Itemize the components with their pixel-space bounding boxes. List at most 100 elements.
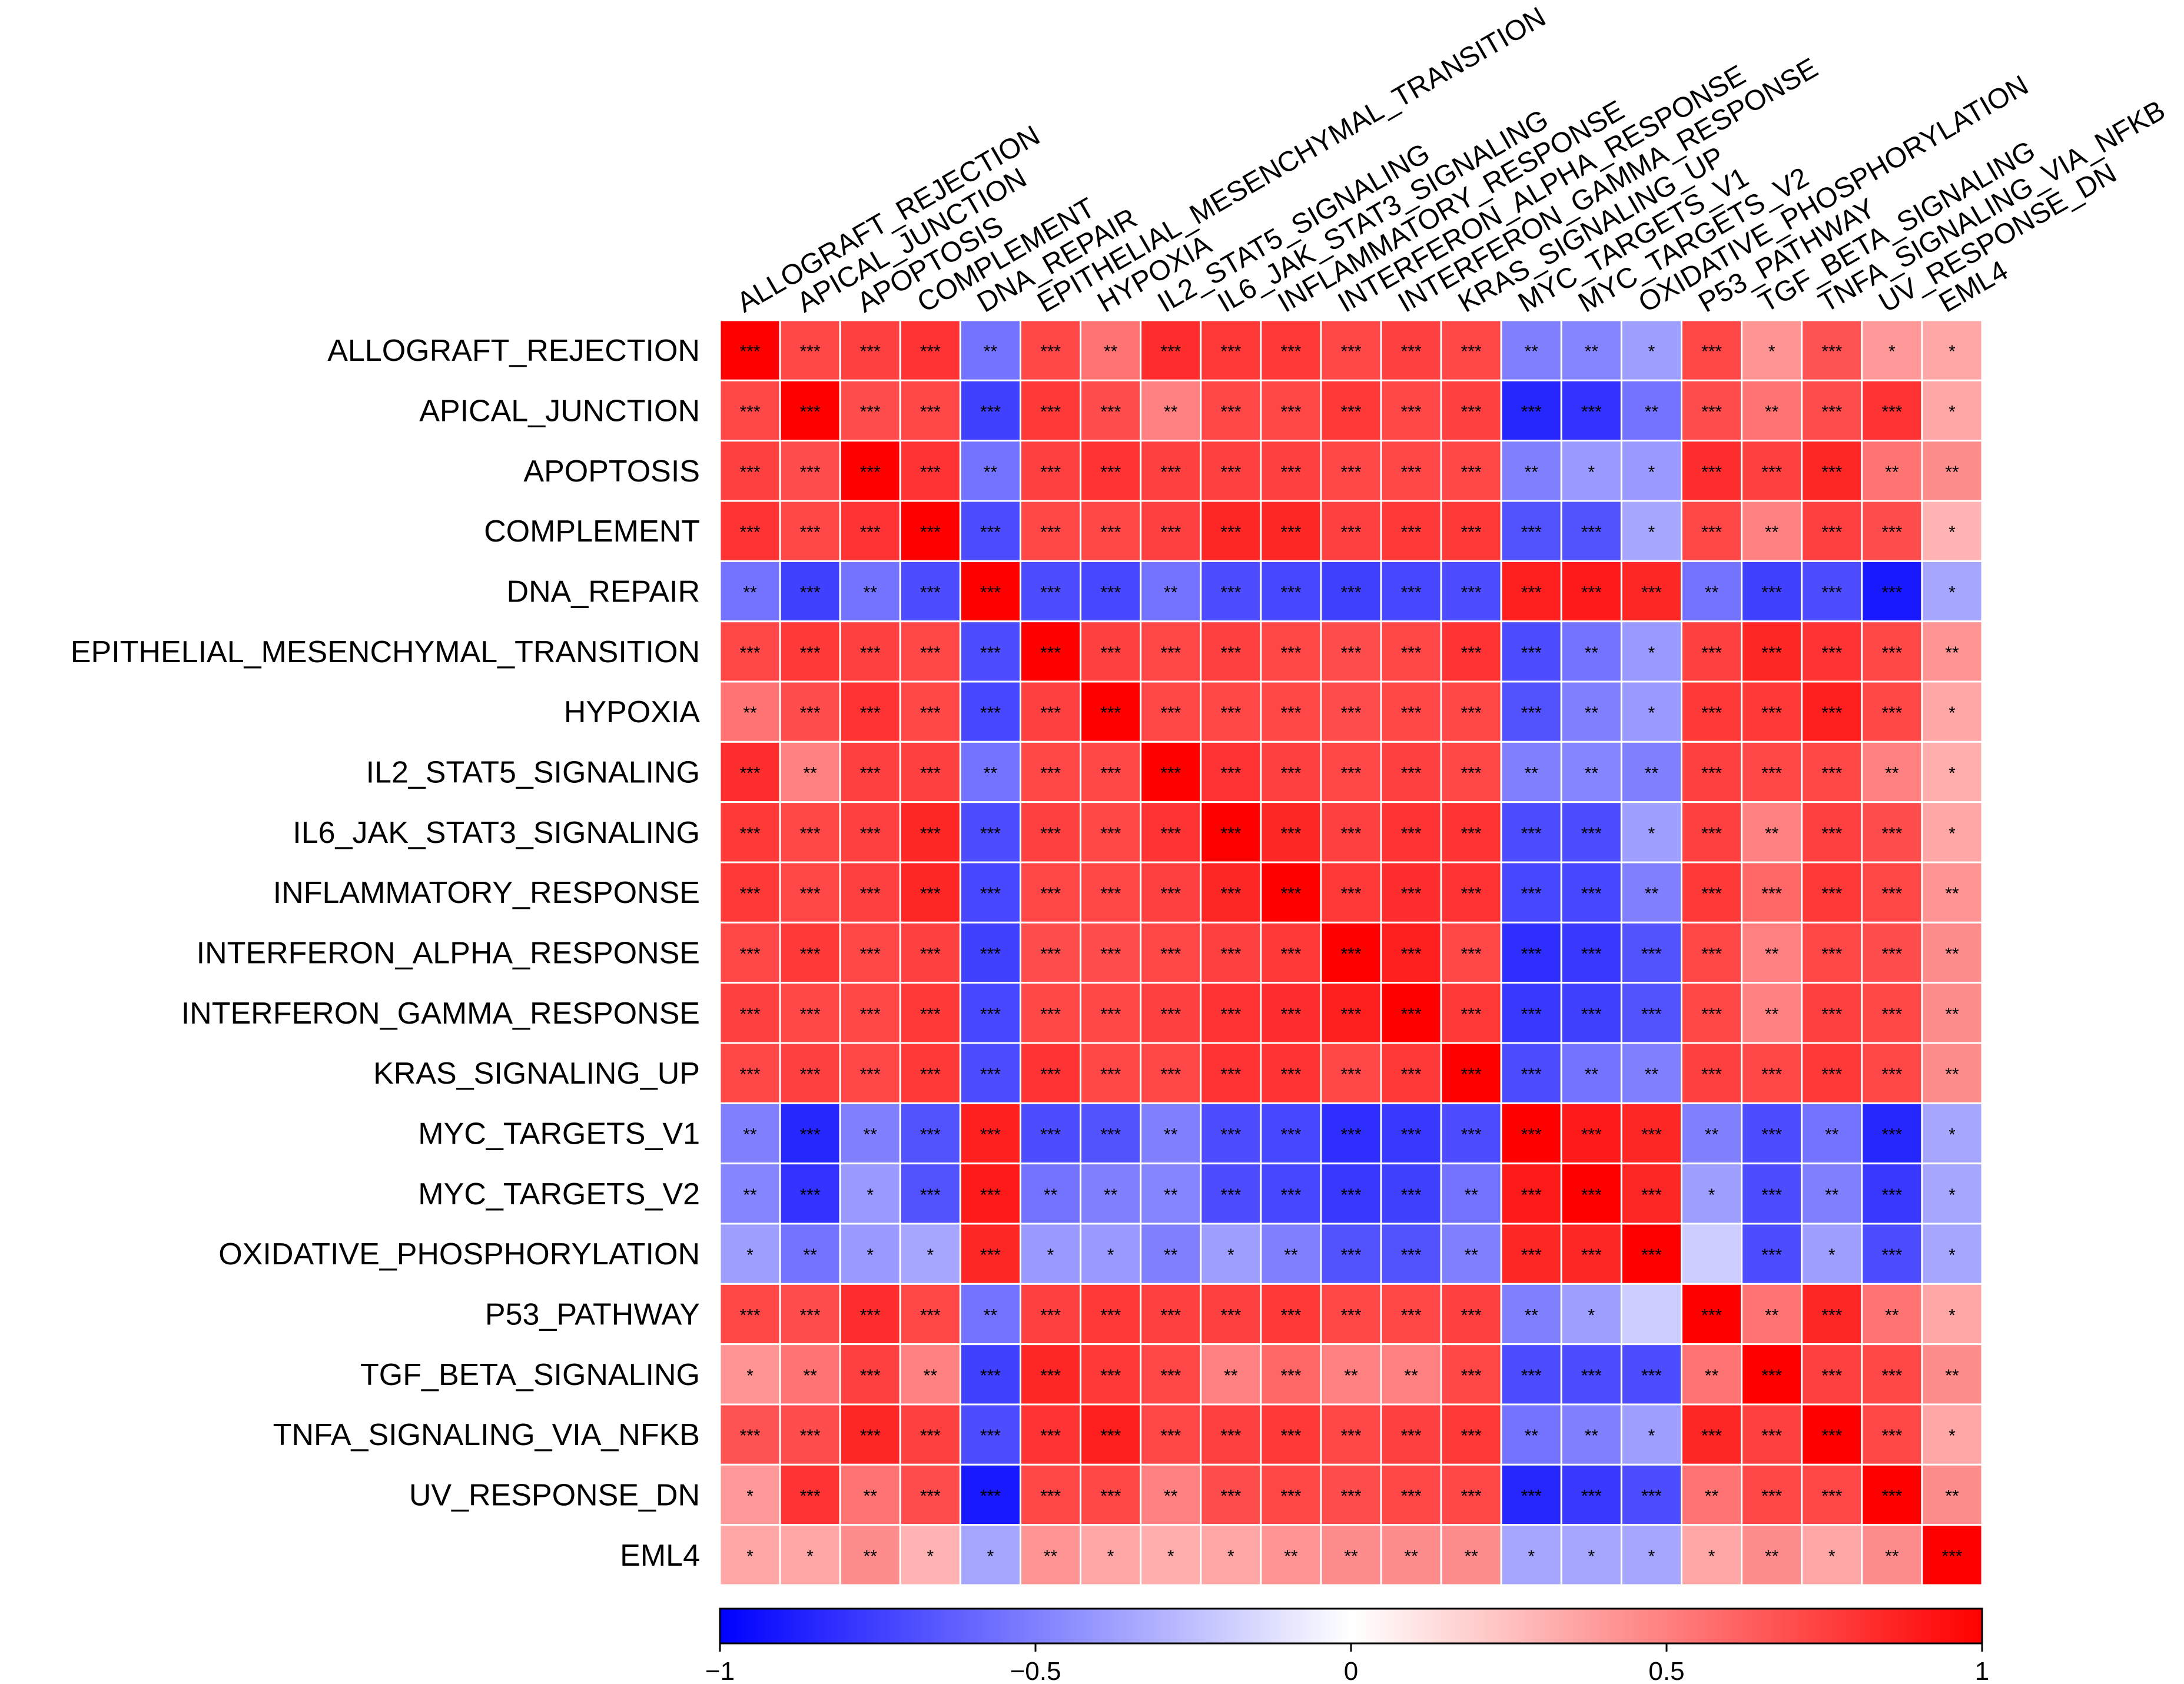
heatmap-cell: [779, 319, 841, 381]
heatmap-cell: [959, 861, 1021, 924]
heatmap-cell: [1620, 1524, 1683, 1586]
significance-label: ***: [1401, 1005, 1422, 1024]
significance-label: ***: [1881, 1125, 1902, 1145]
significance-label: **: [1164, 583, 1178, 603]
significance-label: ***: [1100, 1306, 1121, 1326]
significance-label: ***: [1641, 1487, 1662, 1506]
significance-label: ***: [1280, 1125, 1301, 1145]
significance-label: ***: [1881, 703, 1902, 723]
significance-label: **: [1945, 1366, 1959, 1386]
heatmap-cell: [1921, 801, 1983, 863]
significance-label: *: [1648, 523, 1655, 542]
significance-label: ***: [920, 945, 941, 964]
significance-label: ***: [1280, 1426, 1301, 1446]
significance-label: ***: [1641, 1245, 1662, 1265]
significance-label: ***: [1040, 1306, 1061, 1326]
significance-label: ***: [1040, 945, 1061, 964]
row-label: IL2_STAT5_SIGNALING: [366, 756, 700, 790]
significance-label: ***: [1461, 1005, 1482, 1024]
significance-label: ***: [1761, 1245, 1782, 1265]
significance-label: *: [1648, 643, 1655, 663]
significance-label: ***: [740, 523, 761, 542]
heatmap-cell: [1140, 921, 1202, 984]
significance-label: ***: [1461, 463, 1482, 482]
row-label: MYC_TARGETS_V2: [418, 1177, 700, 1211]
significance-label: **: [1945, 1005, 1959, 1024]
significance-label: ***: [1040, 1487, 1061, 1506]
heatmap-cell: [1861, 560, 1923, 623]
significance-label: **: [1224, 1366, 1238, 1386]
significance-label: ***: [1280, 884, 1301, 904]
significance-label: ***: [800, 1487, 821, 1506]
heatmap-cell: [1019, 319, 1082, 381]
heatmap-cell: [1741, 1403, 1803, 1466]
significance-label: **: [1525, 342, 1539, 361]
heatmap-cell: [779, 379, 841, 442]
significance-label: *: [1949, 703, 1956, 723]
heatmap-cell: [1500, 1463, 1562, 1526]
significance-label: **: [1765, 824, 1779, 843]
heatmap-cell: [1681, 319, 1743, 381]
heatmap-cell: [899, 982, 961, 1044]
heatmap-cell: [1380, 319, 1442, 381]
heatmap-cell: [1260, 861, 1322, 924]
heatmap-cell: [1140, 801, 1202, 863]
significance-label: ***: [1581, 403, 1602, 422]
significance-label: *: [1107, 1245, 1114, 1265]
significance-label: ***: [1701, 342, 1722, 361]
heatmap-cell: [1681, 921, 1743, 984]
significance-label: ***: [920, 1005, 941, 1024]
significance-label: **: [984, 342, 998, 361]
significance-label: *: [1708, 1185, 1715, 1205]
row-label: OXIDATIVE_PHOSPHORYLATION: [218, 1237, 700, 1271]
significance-label: ***: [1340, 643, 1361, 663]
heatmap-cell: [1500, 1343, 1562, 1406]
significance-label: **: [743, 703, 757, 723]
significance-label: ***: [860, 1065, 881, 1084]
significance-label: ***: [1761, 1065, 1782, 1084]
heatmap-cell: [1080, 1463, 1142, 1526]
heatmap-cell: [1681, 861, 1743, 924]
significance-label: ***: [1821, 1065, 1842, 1084]
row-label: KRAS_SIGNALING_UP: [373, 1057, 700, 1091]
significance-label: **: [1585, 643, 1599, 663]
heatmap-cell: [1921, 620, 1983, 683]
heatmap-cell: [1921, 379, 1983, 442]
heatmap-cell: [1861, 921, 1923, 984]
heatmap-cell: [1019, 1343, 1082, 1406]
significance-label: *: [746, 1366, 754, 1386]
significance-label: ***: [1280, 703, 1301, 723]
significance-label: ***: [1701, 463, 1722, 482]
heatmap-cell: [1500, 440, 1562, 502]
heatmap-cell: [1801, 921, 1863, 984]
heatmap-cell: [1560, 560, 1622, 623]
heatmap-cell: [1681, 680, 1743, 743]
significance-label: ***: [1521, 884, 1542, 904]
significance-label: **: [1645, 884, 1659, 904]
heatmap-cell: [959, 680, 1021, 743]
heatmap-cell: [1921, 560, 1983, 623]
significance-label: ***: [1761, 1185, 1782, 1205]
significance-label: ***: [1461, 1125, 1482, 1145]
heatmap-cell: [779, 1162, 841, 1225]
heatmap-cell: [1801, 1463, 1863, 1526]
significance-label: ***: [1220, 1065, 1241, 1084]
heatmap-cell: [1019, 1463, 1082, 1526]
significance-label: **: [1164, 403, 1178, 422]
significance-label: ***: [1160, 342, 1181, 361]
heatmap-cell: [1200, 500, 1262, 562]
significance-label: ***: [1040, 764, 1061, 783]
heatmap-cell: [1260, 1283, 1322, 1346]
significance-label: *: [1588, 1306, 1595, 1326]
significance-label: ***: [1340, 824, 1361, 843]
heatmap-cell: [839, 1524, 901, 1586]
heatmap-cell: [1741, 620, 1803, 683]
significance-label: *: [1949, 1306, 1956, 1326]
row-label: MYC_TARGETS_V1: [418, 1117, 700, 1151]
significance-label: ***: [1521, 1366, 1542, 1386]
significance-label: ***: [1280, 1185, 1301, 1205]
significance-label: ***: [1280, 1065, 1301, 1084]
heatmap-cell: [779, 1102, 841, 1165]
heatmap-cell: [839, 1162, 901, 1225]
significance-label: ***: [1401, 523, 1422, 542]
